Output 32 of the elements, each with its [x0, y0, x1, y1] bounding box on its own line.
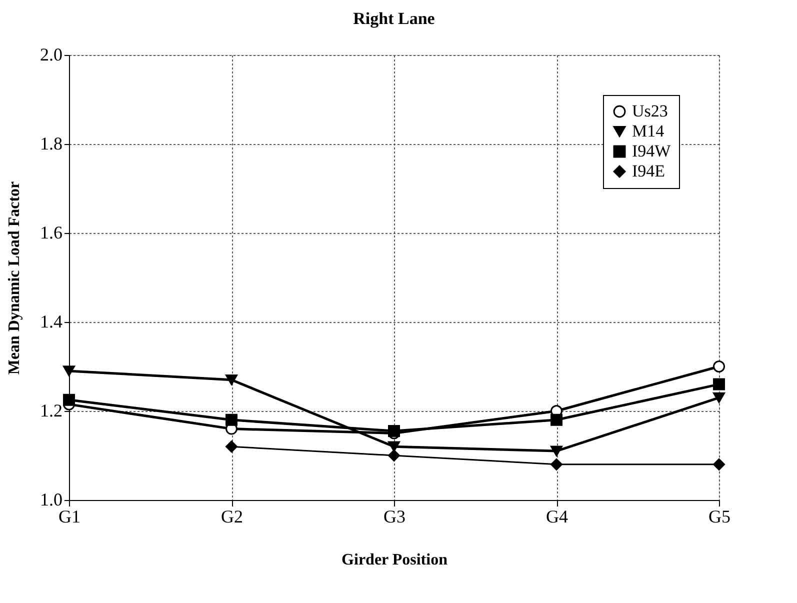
point [388, 450, 400, 462]
chart-title: Right Lane [353, 9, 436, 28]
y-axis-title: Mean Dynamic Load Factor [6, 181, 23, 375]
point [63, 394, 75, 406]
y-tick-label: 2.0 [40, 44, 62, 64]
y-tick-label: 1.6 [40, 222, 62, 242]
point [226, 440, 238, 453]
point [550, 458, 562, 470]
x-tick-label: G5 [708, 506, 730, 526]
point [713, 360, 725, 372]
point [713, 458, 725, 470]
point [550, 414, 562, 426]
legend-label: M14 [632, 122, 665, 140]
x-axis-title: Girder Position [342, 552, 448, 568]
legend-label: Us23 [632, 102, 668, 120]
x-tick-label: G4 [546, 506, 568, 526]
y-tick-label: 1.0 [40, 490, 62, 510]
legend-label: I94E [632, 162, 666, 180]
point [713, 392, 725, 403]
point [388, 441, 400, 452]
y-tick-label: 1.2 [40, 400, 62, 420]
point [713, 378, 725, 390]
point [226, 414, 238, 426]
point [226, 374, 238, 386]
point [63, 366, 75, 376]
x-tick-label: G1 [58, 506, 80, 526]
x-tick-label: G2 [221, 506, 243, 526]
y-tick-label: 1.4 [40, 312, 62, 332]
y-tick-label: 1.8 [40, 134, 62, 154]
legend-label: I94W [632, 142, 672, 160]
x-tick-label: G3 [384, 506, 406, 526]
point [550, 446, 562, 456]
